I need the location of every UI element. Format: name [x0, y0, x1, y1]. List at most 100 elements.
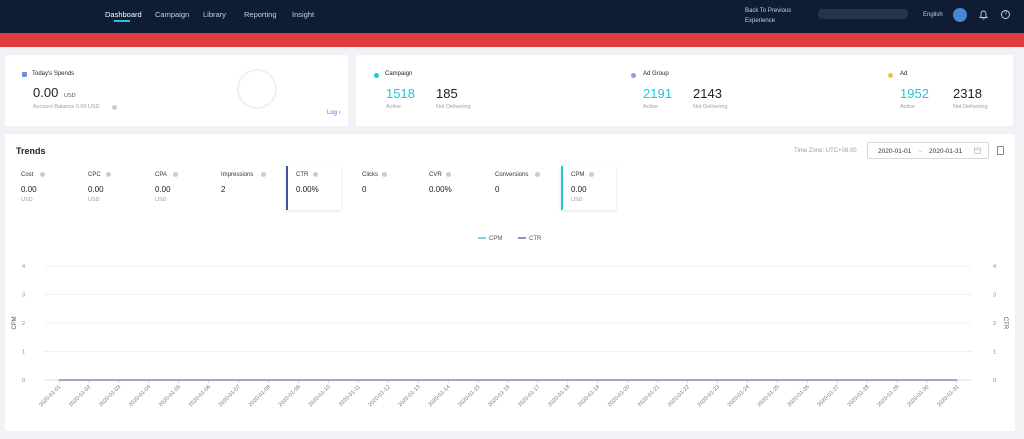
spends-card: Today's Spends 0.00 USD Account Balance … — [5, 55, 348, 126]
x-tick-label: 2020-01-19 — [577, 384, 601, 408]
metric-label: Cost — [21, 172, 34, 178]
info-icon[interactable] — [382, 172, 387, 177]
x-tick-label: 2020-01-02 — [68, 384, 92, 408]
help-icon[interactable]: ? — [1001, 10, 1010, 19]
metric-cpc[interactable]: CPC 0.00 USD — [88, 166, 146, 210]
x-tick-label: 2020-01-31 — [936, 384, 960, 408]
metric-cpa[interactable]: CPA 0.00 USD — [155, 166, 213, 210]
x-tick-label: 2020-01-06 — [188, 384, 212, 408]
x-tick-label: 2020-01-28 — [846, 384, 870, 408]
y-tick-right: 2 — [993, 321, 996, 327]
metric-label: CPC — [88, 172, 101, 178]
ad-group-active-count[interactable]: 2191 — [643, 86, 672, 101]
x-tick-label: 2020-01-01 — [38, 384, 62, 408]
metric-label: CPM — [571, 172, 585, 178]
ad-group-not-delivering-label: Not Delivering — [693, 104, 728, 110]
ad-group-dot-icon — [631, 73, 636, 78]
language-selector[interactable]: English — [923, 12, 943, 18]
info-icon[interactable] — [535, 172, 540, 177]
trends-title: Trends — [16, 146, 46, 156]
info-icon[interactable] — [313, 172, 318, 177]
spends-value: 0.00 — [33, 85, 59, 100]
date-separator: ~ — [918, 148, 922, 155]
x-tick-label: 2020-01-14 — [427, 384, 451, 408]
info-icon[interactable] — [446, 172, 451, 177]
info-icon[interactable] — [40, 172, 45, 177]
x-tick-label: 2020-01-10 — [308, 384, 332, 408]
back-to-previous-link[interactable]: Back To Previous Experience — [745, 8, 792, 24]
x-tick-label: 2020-01-23 — [697, 384, 721, 408]
nav-campaign[interactable]: Campaign — [155, 10, 190, 19]
nav-reporting[interactable]: Reporting — [244, 10, 277, 19]
campaign-not-delivering-label: Not Delivering — [436, 104, 471, 110]
campaign-active-label: Active — [386, 104, 401, 110]
metric-cvr[interactable]: CVR 0.00% — [429, 166, 487, 210]
metric-unit: USD — [155, 197, 167, 203]
calendar-icon[interactable] — [974, 147, 981, 154]
x-tick-label: 2020-01-05 — [158, 384, 182, 408]
metric-label: Impressions — [221, 172, 254, 178]
legend-label: CPM — [489, 236, 502, 242]
x-tick-label: 2020-01-17 — [517, 384, 541, 408]
metric-value: 0.00% — [296, 185, 319, 194]
x-tick-label: 2020-01-09 — [278, 384, 302, 408]
metric-value: 2 — [221, 185, 226, 194]
ad-not-delivering-count[interactable]: 2318 — [953, 86, 982, 101]
metric-value: 0.00 — [155, 185, 171, 194]
metric-label: CTR — [296, 172, 309, 178]
x-tick-label: 2020-01-29 — [876, 384, 900, 408]
ad-not-delivering-label: Not Delivering — [953, 104, 988, 110]
x-tick-label: 2020-01-26 — [787, 384, 811, 408]
campaign-not-delivering-count[interactable]: 185 — [436, 86, 458, 101]
campaign-dot-icon — [374, 73, 379, 78]
info-icon[interactable] — [106, 172, 111, 177]
ad-group-not-delivering-count[interactable]: 2143 — [693, 86, 722, 101]
metric-clicks[interactable]: Clicks 0 — [362, 166, 420, 210]
metric-value: 0.00 — [571, 185, 587, 194]
x-tick-label: 2020-01-13 — [397, 384, 421, 408]
ad-active-count[interactable]: 1952 — [900, 86, 929, 101]
nav-insight[interactable]: Insight — [292, 10, 315, 19]
alert-banner — [0, 33, 1024, 47]
bell-icon[interactable] — [979, 10, 988, 20]
info-icon[interactable] — [589, 172, 594, 177]
metric-impressions[interactable]: Impressions 2 — [221, 166, 281, 210]
date-from[interactable]: 2020-01-01 — [878, 148, 912, 155]
metric-cost[interactable]: Cost 0.00 USD — [21, 166, 79, 210]
metric-value: 0.00 — [88, 185, 104, 194]
timezone-label: Time Zone: UTC+08:00 — [794, 148, 857, 154]
metric-unit: USD — [571, 197, 583, 203]
info-icon[interactable] — [261, 172, 266, 177]
x-tick-label: 2020-01-03 — [98, 384, 122, 408]
ad-dot-icon — [888, 73, 893, 78]
metric-ctr-selected[interactable]: CTR 0.00% — [286, 166, 341, 210]
x-tick-label: 2020-01-16 — [487, 384, 511, 408]
metric-conversions[interactable]: Conversions 0 — [495, 166, 557, 210]
status-summary-card: Campaign 1518 Active 185 Not Delivering … — [356, 55, 1013, 126]
x-tick-label: 2020-01-25 — [757, 384, 781, 408]
export-icon[interactable] — [997, 146, 1004, 155]
info-icon[interactable] — [112, 105, 117, 110]
x-tick-label: 2020-01-27 — [817, 384, 841, 408]
x-tick-label: 2020-01-07 — [218, 384, 242, 408]
metric-value: 0.00 — [21, 185, 37, 194]
date-range-picker[interactable]: 2020-01-01 ~ 2020-01-31 — [867, 142, 989, 159]
nav-dashboard[interactable]: Dashboard — [105, 10, 142, 19]
metric-cpm-selected[interactable]: CPM 0.00 USD — [561, 166, 616, 210]
account-name-blurred[interactable] — [818, 9, 908, 19]
metric-label: CPA — [155, 172, 167, 178]
x-tick-label: 2020-01-21 — [637, 384, 661, 408]
info-icon[interactable] — [173, 172, 178, 177]
y-tick-left: 2 — [22, 321, 25, 327]
nav-active-indicator — [114, 20, 130, 22]
top-nav: Dashboard Campaign Library Reporting Ins… — [0, 0, 1024, 33]
campaign-active-count[interactable]: 1518 — [386, 86, 415, 101]
nav-library[interactable]: Library — [203, 10, 226, 19]
spends-unit: USD — [64, 93, 76, 99]
date-to[interactable]: 2020-01-31 — [929, 148, 963, 155]
y-tick-right: 1 — [993, 350, 996, 356]
avatar[interactable] — [953, 8, 967, 22]
log-link[interactable]: Log › — [327, 110, 341, 116]
x-tick-label: 2020-01-30 — [906, 384, 930, 408]
